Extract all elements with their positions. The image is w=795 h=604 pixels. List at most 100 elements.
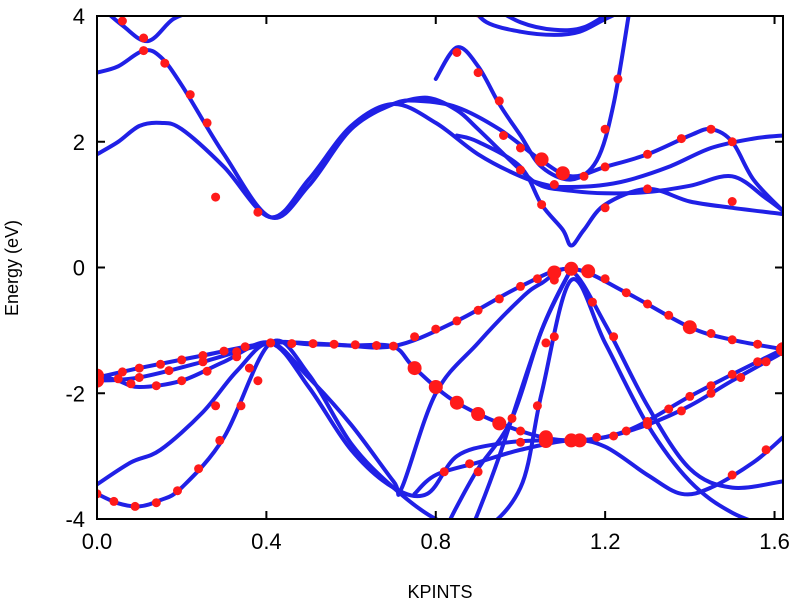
projection-marker-10-1 <box>139 46 149 56</box>
projection-marker-1-31 <box>706 329 716 338</box>
projection-marker-2-10 <box>449 395 464 410</box>
projection-marker-10-10 <box>600 162 610 172</box>
projection-marker-4-1 <box>211 401 221 411</box>
projection-marker-1-19 <box>473 305 483 315</box>
projection-marker-5-8 <box>236 401 246 411</box>
projection-marker-10-6 <box>516 143 525 153</box>
projection-marker-1-22 <box>532 274 542 284</box>
projection-marker-3-13 <box>736 373 746 382</box>
projection-marker-3-3 <box>177 376 187 386</box>
projection-marker-9-3 <box>549 180 559 189</box>
projection-marker-1-23 <box>547 265 562 280</box>
projection-marker-3-11 <box>676 406 686 416</box>
projection-marker-7-2 <box>507 413 517 423</box>
projection-marker-3-1 <box>126 379 136 389</box>
projection-marker-4-3 <box>549 275 559 285</box>
projection-marker-1-7 <box>219 346 229 356</box>
y-tick-label: 4 <box>73 4 85 29</box>
projection-marker-5-4 <box>151 498 161 508</box>
projection-marker-1-6 <box>198 351 208 360</box>
projection-marker-10-13 <box>706 124 716 134</box>
projection-marker-10-2 <box>160 58 170 68</box>
projection-marker-10-9 <box>579 171 589 181</box>
projection-marker-1-27 <box>621 288 631 298</box>
projection-marker-10-7 <box>534 152 549 167</box>
projection-marker-1-5 <box>177 355 187 365</box>
projection-marker-13-1 <box>516 165 525 175</box>
projection-marker-1-29 <box>664 310 674 320</box>
projection-marker-11-1 <box>117 16 127 26</box>
band-line-16 <box>503 16 608 33</box>
projection-marker-14-5 <box>613 74 623 84</box>
band-line-4 <box>97 266 783 497</box>
projection-marker-3-4 <box>202 366 212 376</box>
projection-marker-10-4 <box>202 118 212 128</box>
projection-marker-1-8 <box>240 342 250 352</box>
band-line-13 <box>454 133 783 248</box>
projection-marker-2-2 <box>113 374 123 384</box>
projection-marker-5-9 <box>253 376 263 386</box>
projection-marker-1-13 <box>350 340 360 350</box>
band-line-14 <box>433 16 631 182</box>
projection-marker-5-11 <box>549 332 559 342</box>
projection-marker-2-20 <box>685 391 695 401</box>
projection-marker-3-10 <box>643 420 652 430</box>
projection-marker-14-2 <box>473 68 483 78</box>
y-tick-label: 2 <box>73 130 85 155</box>
projection-marker-1-24 <box>564 261 579 276</box>
projection-marker-14-4 <box>600 124 610 134</box>
y-axis-title: Energy (eV) <box>2 220 22 316</box>
projection-marker-12-1 <box>643 184 652 194</box>
y-tick-label: -2 <box>65 381 85 406</box>
projection-marker-3-9 <box>609 431 619 441</box>
projection-marker-1-33 <box>753 339 763 349</box>
projection-marker-1-2 <box>117 367 127 377</box>
band-line-12 <box>391 95 783 213</box>
band-line-9 <box>97 101 783 220</box>
projection-marker-5-10 <box>532 401 542 411</box>
projection-marker-1-28 <box>643 299 652 309</box>
projection-marker-6-2 <box>465 459 475 469</box>
projection-marker-14-1 <box>452 48 462 57</box>
y-tick-label: -4 <box>65 507 85 532</box>
projection-marker-2-1 <box>97 373 104 388</box>
projection-marker-5-1 <box>97 489 102 499</box>
projection-marker-6-3 <box>727 470 737 480</box>
projection-marker-12-2 <box>727 197 737 206</box>
projection-marker-14-3 <box>494 96 504 106</box>
projection-marker-1-18 <box>452 316 462 326</box>
band-line-11 <box>107 16 185 44</box>
projection-marker-2-9 <box>428 380 443 394</box>
projection-marker-1-10 <box>287 339 297 349</box>
projection-marker-5-7 <box>215 435 225 445</box>
projection-marker-1-26 <box>600 274 610 284</box>
x-tick-label: 1.2 <box>590 529 621 554</box>
projection-marker-2-17 <box>621 426 631 436</box>
projection-marker-1-17 <box>431 324 441 334</box>
projection-marker-1-16 <box>410 332 420 342</box>
tick-labels: 0.0 0.4 0.8 1.2 1.6 -4 -2 0 2 4 <box>65 4 789 554</box>
projection-marker-1-11 <box>308 339 318 349</box>
projection-marker-2-11 <box>471 407 486 421</box>
projection-marker-4-2 <box>244 363 254 373</box>
projection-marker-1-12 <box>329 339 339 349</box>
projection-marker-6-1 <box>439 467 449 477</box>
projection-marker-5-5 <box>173 486 182 496</box>
projection-marker-2-19 <box>664 404 674 414</box>
projection-marker-2-13 <box>516 426 525 436</box>
x-tick-label: 0.4 <box>251 529 282 554</box>
projection-marker-10-11 <box>643 149 652 159</box>
projection-marker-9-2 <box>253 207 263 217</box>
projection-marker-2-22 <box>727 369 737 379</box>
projection-marker-1-15 <box>388 341 398 351</box>
x-tick-label: 0.8 <box>420 529 451 554</box>
projection-markers <box>97 16 783 511</box>
projection-marker-10-14 <box>727 137 737 147</box>
projection-marker-3-5 <box>232 352 242 362</box>
projection-marker-2-16 <box>592 432 602 442</box>
projection-marker-4-5 <box>609 332 619 342</box>
projection-marker-1-25 <box>581 264 596 279</box>
projection-marker-2-23 <box>753 357 763 367</box>
